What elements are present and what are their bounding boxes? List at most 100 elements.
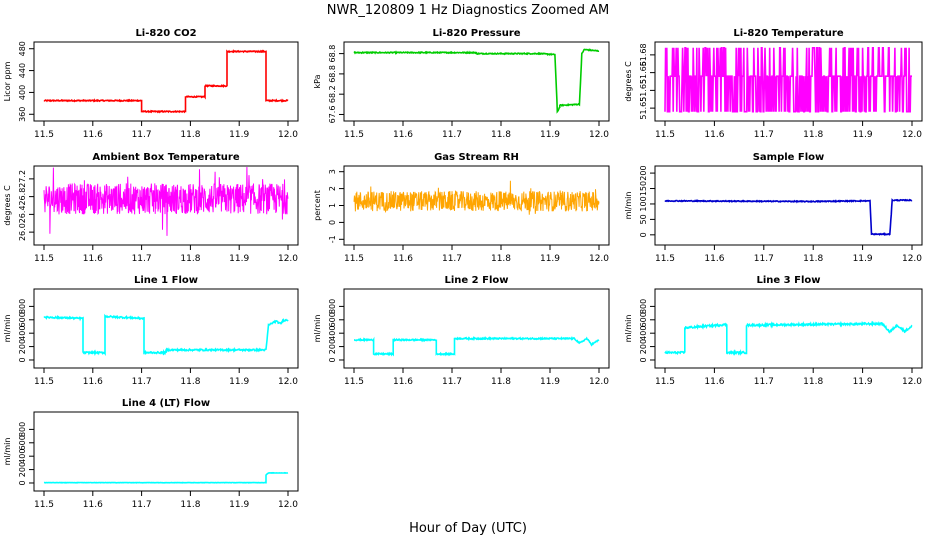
x-tick-label: 11.8 xyxy=(491,254,511,264)
series-line xyxy=(664,198,913,237)
x-tick-label: 11.9 xyxy=(229,130,249,140)
panel-ylabel: degrees C xyxy=(3,185,12,226)
x-tick-label: 11.9 xyxy=(853,254,873,264)
panel-title: Sample Flow xyxy=(753,152,825,163)
x-tick-label: 11.8 xyxy=(180,377,200,387)
x-tick-label: 11.6 xyxy=(704,254,724,264)
panel-title: Line 4 (LT) Flow xyxy=(122,398,210,409)
y-tick-label: 0 xyxy=(18,480,27,485)
chart-panel: Line 4 (LT) Flow ml/min 11.5 11.6 11.7 11.8 11… xyxy=(3,398,299,510)
y-tick-label: 400 xyxy=(639,326,648,341)
panel-title: Line 1 Flow xyxy=(134,275,198,286)
y-tick-label: 600 xyxy=(328,312,337,327)
panel-frame xyxy=(343,41,610,122)
y-tick-label: 0 xyxy=(328,220,337,225)
y-tick-label: 200 xyxy=(639,165,648,180)
series-group xyxy=(43,167,289,236)
series-line xyxy=(664,320,913,357)
y-tick-label: 67.6 xyxy=(328,106,337,124)
y-tick-label: 400 xyxy=(18,85,27,100)
y-tick-label: 51.65 xyxy=(639,79,648,102)
series-group xyxy=(353,48,600,114)
x-tick-label: 12.0 xyxy=(278,254,298,264)
x-tick-label: 11.8 xyxy=(180,254,200,264)
y-tick-label: 200 xyxy=(639,339,648,354)
y-tick-label: 400 xyxy=(18,326,27,341)
series-line xyxy=(353,48,600,114)
series-line xyxy=(43,313,289,357)
y-tick-label: 800 xyxy=(328,299,337,314)
series-line xyxy=(354,335,600,357)
x-tick-label: 11.5 xyxy=(34,254,54,264)
panel-ylabel: ml/min xyxy=(3,438,12,466)
y-tick-label: 26.8 xyxy=(18,188,27,206)
x-tick-label: 11.9 xyxy=(229,254,249,264)
y-tick-label: 51.68 xyxy=(639,43,648,66)
y-tick-label: 440 xyxy=(18,63,27,78)
y-tick-label: 68.2 xyxy=(328,85,337,103)
y-tick-label: 200 xyxy=(18,339,27,354)
series-line xyxy=(43,471,289,484)
x-tick-label: 11.5 xyxy=(344,130,364,140)
chart-panel: Ambient Box Temperature degrees C 11.5 11.6… xyxy=(3,152,299,264)
series-line xyxy=(43,49,289,114)
chart-panel: Line 1 Flow ml/min 11.5 11.6 11.7 11.8 11.9 12.… xyxy=(3,275,299,387)
x-tick-label: 11.6 xyxy=(83,254,103,264)
y-tick-label: 51.65 xyxy=(639,97,648,120)
y-tick-label: 27.2 xyxy=(18,170,27,188)
panel-frame xyxy=(343,288,610,369)
x-tick-label: 11.7 xyxy=(442,130,462,140)
x-tick-label: 11.5 xyxy=(34,130,54,140)
y-tick-label: 600 xyxy=(18,435,27,450)
panel-title: Li-820 Pressure xyxy=(432,28,520,39)
y-tick-label: 3 xyxy=(328,169,337,174)
x-tick-label: 11.8 xyxy=(491,130,511,140)
figure-xlabel: Hour of Day (UTC) xyxy=(409,521,527,536)
panel-title: Li-820 Temperature xyxy=(733,28,843,39)
y-tick-label: 1 xyxy=(328,203,337,208)
x-tick-label: 12.0 xyxy=(589,130,609,140)
y-tick-label: 800 xyxy=(18,299,27,314)
y-tick-label: 51.66 xyxy=(639,61,648,84)
figure-title: NWR_120809 1 Hz Diagnostics Zoomed AM xyxy=(327,3,610,18)
series-group xyxy=(354,335,600,357)
panel-ylabel: Licor ppm xyxy=(3,61,12,101)
x-tick-label: 11.5 xyxy=(655,130,675,140)
x-tick-label: 11.5 xyxy=(34,377,54,387)
chart-panel: Li-820 CO2 Licor ppm 11.5 11.6 11.7 11.8 11.9 1… xyxy=(3,28,299,140)
y-tick-label: 480 xyxy=(18,41,27,56)
x-tick-label: 11.8 xyxy=(803,377,823,387)
chart-panel: Gas Stream RH percent 11.5 11.6 11.7 11.8 11.9… xyxy=(313,152,610,264)
y-tick-label: 800 xyxy=(18,422,27,437)
series-group xyxy=(43,313,289,357)
x-tick-label: 11.7 xyxy=(132,377,152,387)
x-tick-label: 11.9 xyxy=(540,254,560,264)
series-line xyxy=(664,47,912,113)
x-tick-label: 12.0 xyxy=(902,254,922,264)
series-group xyxy=(353,180,600,215)
x-tick-label: 11.7 xyxy=(442,377,462,387)
y-tick-label: 100 xyxy=(639,196,648,211)
x-tick-label: 11.7 xyxy=(132,500,152,510)
x-tick-label: 12.0 xyxy=(278,500,298,510)
y-tick-label: 600 xyxy=(18,312,27,327)
chart-panel: Sample Flow ml/min 11.5 11.6 11.7 11.8 11.9 12.… xyxy=(624,152,923,264)
x-tick-label: 11.8 xyxy=(180,500,200,510)
panel-ylabel: ml/min xyxy=(3,315,12,343)
panel-frame xyxy=(33,411,299,492)
chart-panel: Li-820 Pressure kPa 11.5 11.6 11.7 11.8 11.9 12… xyxy=(313,28,610,140)
x-tick-label: 11.8 xyxy=(491,377,511,387)
y-tick-label: 600 xyxy=(639,312,648,327)
x-tick-label: 11.7 xyxy=(754,130,774,140)
x-tick-label: 11.8 xyxy=(180,130,200,140)
x-tick-label: 11.6 xyxy=(704,130,724,140)
x-tick-label: 11.9 xyxy=(229,500,249,510)
panel-title: Gas Stream RH xyxy=(434,152,519,163)
y-tick-label: 68.8 xyxy=(328,65,337,83)
panel-ylabel: kPa xyxy=(313,74,322,88)
series-group xyxy=(664,198,913,237)
panel-title: Line 2 Flow xyxy=(445,275,509,286)
panel-title: Line 3 Flow xyxy=(757,275,821,286)
series-group xyxy=(664,47,912,113)
